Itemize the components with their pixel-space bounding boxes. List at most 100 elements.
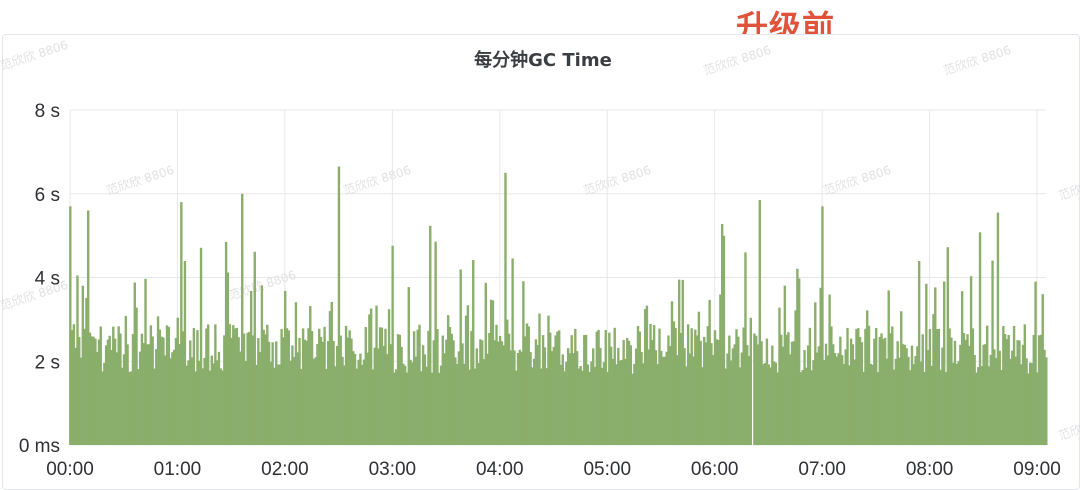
gc-time-bar <box>964 339 967 445</box>
x-tick-label: 00:00 <box>46 459 94 480</box>
x-tick-label: 06:00 <box>691 459 739 480</box>
x-axis: 00:00 01:00 02:00 03:00 04:00 05:00 06:00 07:00… <box>46 459 1061 480</box>
gc-time-bar <box>635 348 638 445</box>
gc-time-bar <box>149 325 153 445</box>
gc-time-bar <box>475 348 479 445</box>
gc-time-bar <box>794 310 797 445</box>
gc-time-bar <box>307 328 310 445</box>
gc-time-bar <box>416 329 419 445</box>
gc-time-bar <box>758 200 761 445</box>
gc-time-bar <box>826 355 830 445</box>
gc-time-bar <box>438 372 441 445</box>
gc-time-bar <box>507 333 511 445</box>
gc-time-bar <box>489 299 493 445</box>
watermark: 范欣欣 8806 <box>105 163 176 198</box>
gc-time-bar <box>325 368 328 445</box>
gc-time-bar <box>595 331 598 445</box>
gc-time-bar <box>973 354 976 445</box>
gc-time-bar <box>488 332 491 445</box>
gc-time-bar <box>943 281 946 445</box>
gc-time-bar <box>425 366 428 445</box>
gc-time-bar <box>814 302 817 445</box>
gc-time-bar <box>214 324 217 445</box>
gc-time-bar <box>867 325 871 445</box>
gc-time-bar <box>386 354 389 445</box>
gc-time-bar <box>113 338 117 445</box>
gc-time-bar <box>255 365 258 445</box>
gc-time-bar <box>733 344 736 445</box>
gc-time-bar <box>117 326 120 445</box>
gc-time-bar <box>787 332 790 445</box>
gc-time-bar <box>430 372 434 445</box>
gc-time-bar <box>328 311 332 445</box>
gc-time-bar <box>83 328 86 445</box>
gc-time-bar <box>749 317 753 445</box>
gc-time-bar <box>817 346 821 445</box>
gc-time-bar <box>869 363 872 445</box>
gc-time-bar <box>158 329 162 445</box>
gc-time-bar <box>631 373 634 445</box>
gc-time-bar <box>633 363 636 445</box>
gc-time-bar <box>710 343 713 445</box>
gc-time-bar <box>857 328 860 445</box>
gc-time-bar <box>1012 325 1016 445</box>
gc-time-bar <box>135 307 138 445</box>
gc-time-bar <box>334 366 337 445</box>
gc-time-bar <box>989 354 992 445</box>
gc-time-bar <box>76 275 79 445</box>
gc-time-bar <box>155 349 158 445</box>
gc-time-bar <box>384 328 387 445</box>
gc-time-bar <box>921 334 924 445</box>
gc-time-bar <box>1009 358 1012 445</box>
gc-time-bar <box>572 353 575 445</box>
gc-time-bar <box>464 315 468 445</box>
gc-time-bar <box>914 356 917 445</box>
gc-time-bar <box>403 365 407 445</box>
gc-time-bar <box>69 206 72 445</box>
gc-time-bar <box>88 332 92 445</box>
gc-time-bar <box>823 359 826 445</box>
gc-time-bar <box>103 362 106 445</box>
gc-time-bar <box>369 308 373 445</box>
gc-time-bar <box>122 354 126 445</box>
gc-time-bar <box>704 342 708 445</box>
gc-time-bar <box>540 368 543 445</box>
gc-time-bar <box>858 336 862 445</box>
gc-time-bar <box>1021 344 1025 445</box>
gc-time-bar <box>959 344 962 445</box>
gc-time-bar <box>74 347 77 445</box>
gc-time-bar <box>375 305 378 445</box>
gc-time-bar <box>226 272 230 445</box>
gc-time-bar <box>121 367 124 445</box>
gc-time-bar <box>588 371 591 445</box>
gc-time-bar <box>497 341 500 445</box>
gc-time-bar <box>738 367 742 445</box>
gc-time-bar <box>574 328 577 445</box>
gc-time-bar <box>726 353 729 445</box>
gc-time-bar <box>756 344 760 445</box>
gc-time-bar <box>353 354 357 445</box>
gc-time-bar <box>982 344 985 445</box>
gc-time-bar <box>192 328 196 445</box>
gc-time-bar <box>565 361 568 445</box>
gc-time-bar <box>951 362 955 445</box>
y-axis: 0 ms 2 s 4 s 6 s 8 s <box>19 101 60 457</box>
gc-time-bar <box>812 360 815 445</box>
gc-time-bar <box>651 339 654 445</box>
gc-time-bar <box>647 349 650 445</box>
gc-time-bar <box>652 325 656 445</box>
gc-time-bar <box>848 365 851 445</box>
gc-time-bar <box>1036 372 1039 445</box>
gc-time-bar <box>934 287 937 445</box>
gc-time-bar <box>993 349 996 445</box>
gc-time-bar <box>160 336 163 445</box>
gc-time-bar <box>1000 369 1003 445</box>
gc-time-bar <box>289 360 292 445</box>
gc-time-bar <box>980 366 984 445</box>
gc-time-bar <box>361 364 364 445</box>
gc-time-bar <box>862 371 865 445</box>
gc-time-bar <box>79 357 83 445</box>
gc-time-bar <box>443 353 446 445</box>
gc-time-bar <box>978 232 982 445</box>
gc-time-bar <box>676 355 679 445</box>
